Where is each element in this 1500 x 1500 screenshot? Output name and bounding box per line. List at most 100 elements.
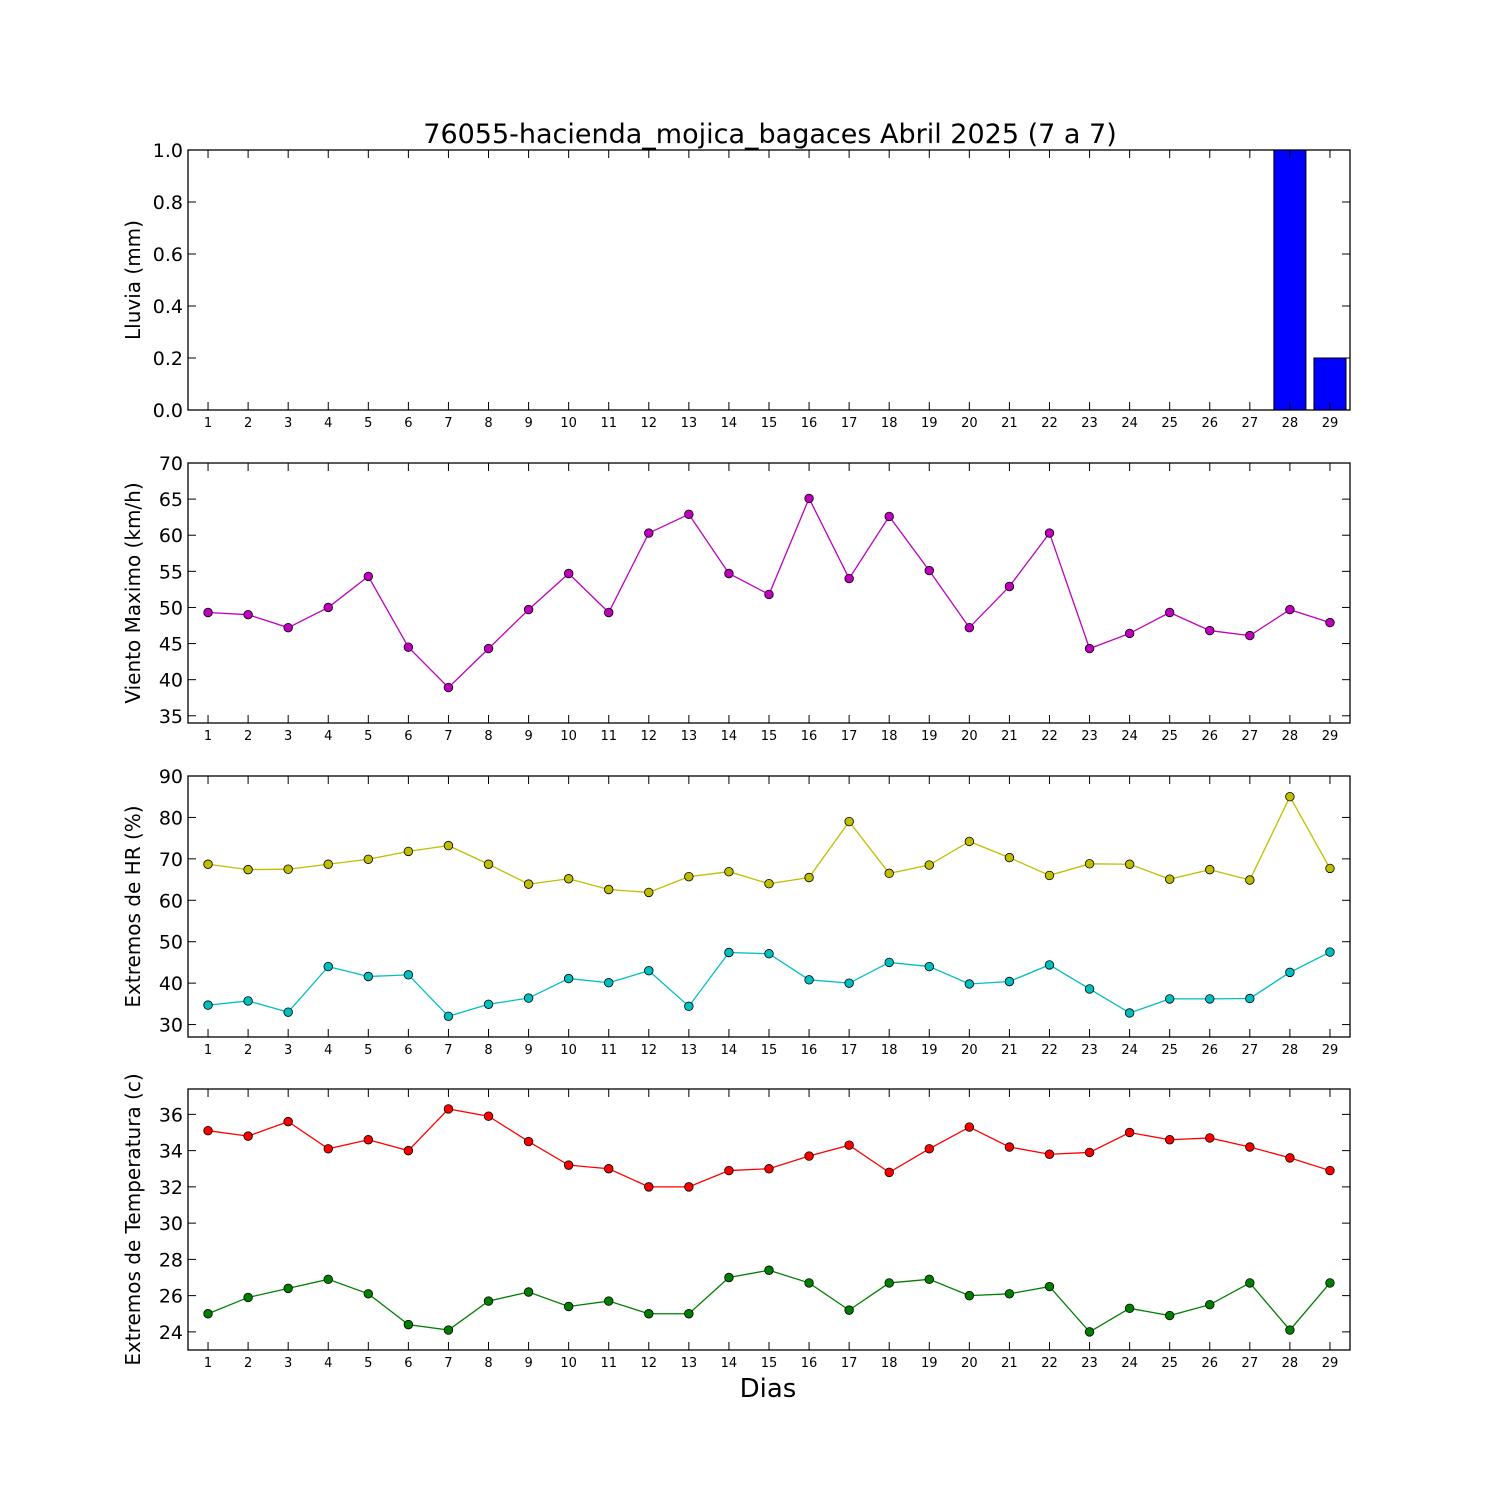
y-tick-label: 0.4	[153, 296, 183, 318]
x-tick-label: 18	[881, 416, 898, 431]
x-tick-label: 1	[204, 729, 212, 744]
y-tick-label: 0.8	[153, 192, 183, 214]
chart-title: 76055-hacienda_mojica_bagaces Abril 2025…	[423, 119, 1116, 150]
point-day-25	[1164, 607, 1175, 618]
point-day-20	[964, 836, 975, 847]
point-day-15	[764, 1265, 774, 1275]
x-tick-label: 7	[444, 729, 452, 744]
point-day-23	[1084, 984, 1095, 994]
point-day-26	[1205, 1133, 1215, 1143]
y-tick-label: 90	[159, 766, 183, 788]
x-tick-label: 13	[681, 416, 698, 431]
point-day-28	[1285, 1325, 1295, 1335]
x-tick-label: 18	[881, 729, 898, 744]
x-tick-label: 23	[1081, 729, 1098, 744]
point-day-4	[323, 602, 333, 613]
series-1	[203, 1104, 1335, 1192]
point-day-26	[1205, 1299, 1215, 1310]
point-day-4	[323, 1274, 333, 1285]
point-day-19	[924, 1274, 934, 1285]
y-tick-label: 24	[159, 1322, 183, 1344]
point-day-2	[243, 996, 253, 1006]
point-day-3	[283, 1007, 293, 1017]
y-tick-label: 30	[159, 1015, 183, 1037]
bar-day-28	[1273, 149, 1307, 411]
point-day-13	[684, 1001, 694, 1012]
series-1	[203, 792, 1335, 898]
point-day-11	[604, 978, 614, 988]
y-tick-label: 28	[159, 1249, 183, 1271]
y-tick-label: 1.0	[153, 140, 183, 162]
point-day-8	[483, 1111, 494, 1121]
point-day-26	[1205, 625, 1215, 636]
point-day-5	[363, 971, 374, 982]
point-day-1	[203, 1000, 213, 1010]
point-day-29	[1325, 863, 1335, 874]
point-day-8	[483, 999, 494, 1009]
point-day-22	[1044, 1281, 1055, 1292]
x-tick-label: 17	[841, 1043, 858, 1058]
x-tick-label: 10	[560, 729, 577, 744]
point-day-12	[644, 966, 654, 976]
x-tick-label: 13	[681, 1356, 698, 1371]
y-tick-label: 26	[159, 1286, 183, 1308]
x-tick-label: 13	[681, 729, 698, 744]
point-day-14	[724, 867, 734, 877]
point-day-10	[563, 973, 574, 984]
x-tick-label: 27	[1242, 729, 1259, 744]
x-tick-label: 2	[244, 1043, 252, 1058]
x-tick-label: 6	[404, 1043, 412, 1058]
y-tick-label: 80	[159, 807, 183, 829]
x-tick-label: 27	[1242, 1356, 1259, 1371]
bar-day-29	[1313, 357, 1347, 411]
series-line	[207, 1269, 1331, 1333]
point-day-9	[523, 1136, 534, 1147]
point-day-2	[243, 609, 253, 620]
point-day-17	[844, 816, 854, 827]
x-tick-label: 4	[324, 416, 332, 431]
y-axis-label: Extremos de HR (%)	[121, 805, 145, 1007]
point-day-24	[1124, 628, 1135, 639]
x-tick-label: 14	[721, 729, 738, 744]
y-tick-label: 60	[159, 525, 183, 547]
x-tick-label: 21	[1001, 729, 1018, 744]
point-day-19	[924, 860, 934, 870]
plot-frame	[187, 149, 1351, 411]
x-tick-label: 10	[560, 1043, 577, 1058]
y-tick-label: 50	[159, 597, 183, 619]
point-day-6	[403, 846, 414, 857]
point-day-11	[604, 884, 614, 895]
y-tick-label: 45	[159, 634, 183, 656]
x-tick-label: 8	[484, 1356, 492, 1371]
point-day-18	[884, 868, 894, 879]
point-day-17	[844, 978, 854, 988]
point-day-7	[443, 840, 454, 851]
point-day-9	[523, 993, 534, 1003]
series-1	[1273, 149, 1347, 411]
x-tick-label: 14	[721, 1356, 738, 1371]
x-tick-label: 25	[1161, 1043, 1178, 1058]
point-day-11	[604, 607, 614, 618]
point-day-28	[1285, 604, 1295, 615]
x-tick-label: 20	[961, 729, 978, 744]
point-day-5	[363, 1135, 374, 1145]
x-tick-label: 5	[364, 1356, 372, 1371]
x-tick-label: 29	[1322, 1043, 1339, 1058]
panel-1: 0.00.20.40.60.81.01 2 3 4 5 6 7 8 9 10 11 12 13 14 15 1…	[121, 140, 1351, 431]
point-day-13	[684, 1309, 694, 1319]
point-day-6	[403, 642, 414, 652]
point-day-20	[964, 1122, 975, 1132]
x-tick-label: 20	[961, 1043, 978, 1058]
point-day-22	[1044, 1149, 1055, 1159]
point-day-1	[203, 1125, 213, 1136]
point-day-16	[804, 872, 814, 883]
y-tick-label: 40	[159, 670, 183, 692]
x-tick-label: 7	[444, 416, 452, 431]
y-tick-label: 34	[159, 1141, 183, 1163]
point-day-8	[483, 859, 494, 869]
point-day-17	[844, 573, 854, 584]
point-day-16	[804, 975, 814, 985]
point-day-3	[283, 1116, 293, 1127]
point-day-25	[1164, 1135, 1175, 1145]
